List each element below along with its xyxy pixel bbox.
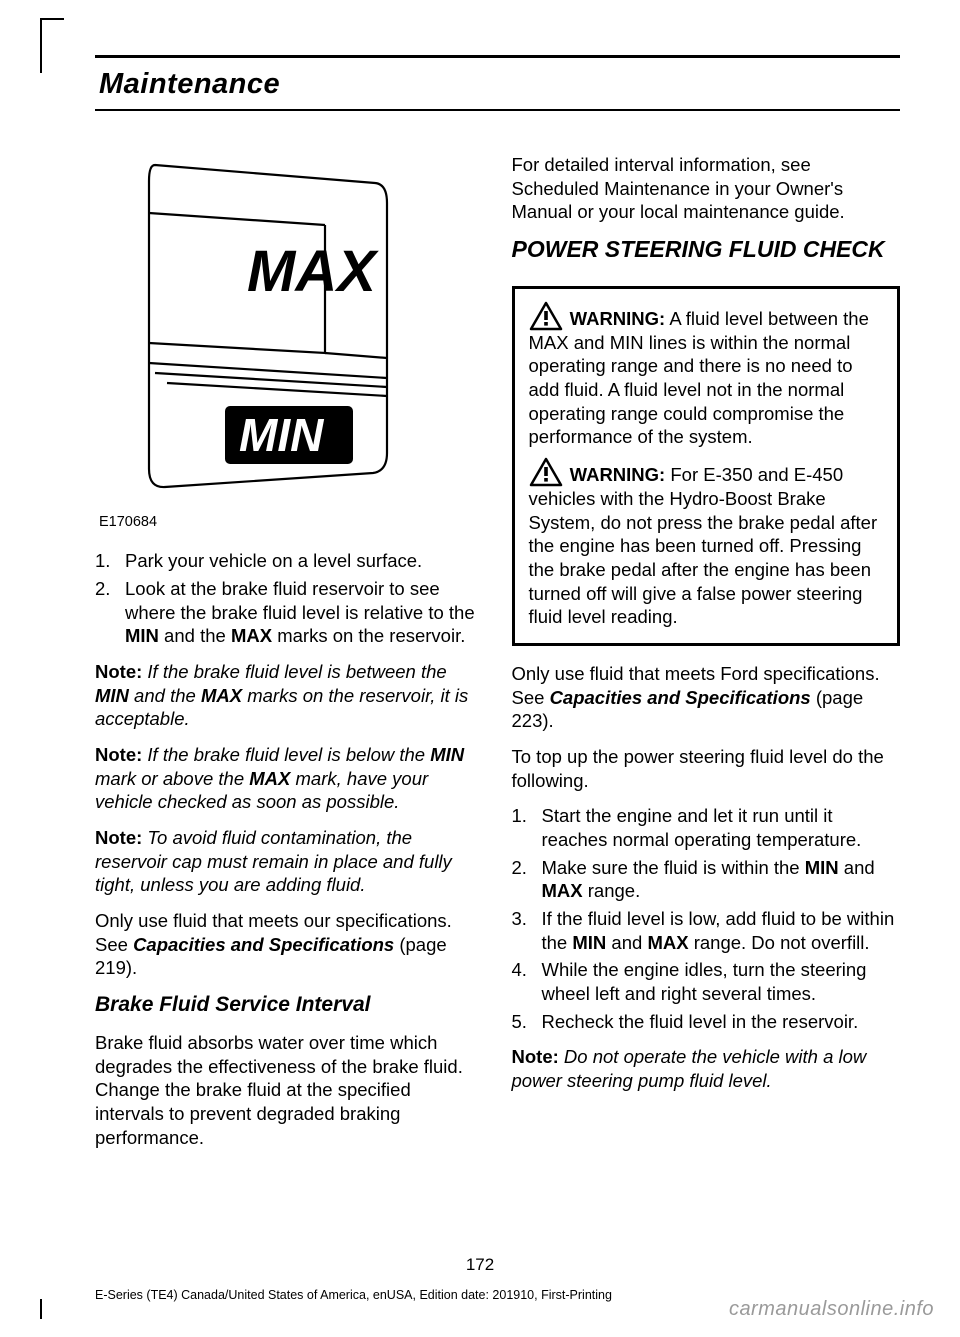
capacities-link[interactable]: Capacities and Specifications [550,687,811,708]
warning-box: WARNING: A fluid level between the MAX a… [512,286,901,646]
step-text: Look at the brake fluid reservoir to see… [125,577,484,648]
list-item: 2. Look at the brake fluid reservoir to … [95,577,484,648]
manual-page: Maintenance MAX MIN [0,0,960,1337]
note: Note: To avoid fluid contamination, the … [95,826,484,897]
subheading: Brake Fluid Service Interval [95,992,484,1019]
warning-icon [529,457,563,487]
step-number: 5. [512,1010,542,1034]
footer-text: E-Series (TE4) Canada/United States of A… [95,1288,612,1302]
figure-label: E170684 [99,513,484,532]
capacities-link[interactable]: Capacities and Specifications [133,934,394,955]
page-number: 172 [0,1255,960,1275]
power-steering-steps: 1. Start the engine and let it run until… [512,804,901,1033]
step-number: 1. [512,804,542,851]
list-item: 1. Start the engine and let it run until… [512,804,901,851]
crop-mark [40,1299,64,1319]
page-title: Maintenance [99,68,900,101]
step-number: 3. [512,907,542,954]
watermark: carmanualsonline.info [729,1298,934,1321]
step-number: 2. [95,577,125,648]
svg-text:MIN: MIN [239,409,324,461]
warning: WARNING: For E-350 and E-450 vehicles wi… [529,457,884,629]
header-rule [95,55,900,58]
warning-icon [529,301,563,331]
warning: WARNING: A fluid level between the MAX a… [529,301,884,449]
step-number: 4. [512,958,542,1005]
intro-paragraph: For detailed interval information, see S… [512,153,901,224]
spec-paragraph: Only use fluid that meets our specificat… [95,909,484,980]
step-text: While the engine idles, turn the steerin… [542,958,901,1005]
note: Note: If the brake fluid level is below … [95,743,484,814]
step-number: 2. [512,856,542,903]
step-text: Park your vehicle on a level surface. [125,549,422,573]
header-rule [95,109,900,111]
spec-paragraph: Only use fluid that meets Ford specifica… [512,662,901,733]
reservoir-figure: MAX MIN [95,153,415,503]
section-heading: POWER STEERING FLUID CHECK [512,236,901,264]
step-number: 1. [95,549,125,573]
brake-steps: 1. Park your vehicle on a level surface.… [95,549,484,648]
list-item: 2. Make sure the fluid is within the MIN… [512,856,901,903]
svg-text:MAX: MAX [247,239,379,304]
note: Note: If the brake fluid level is betwee… [95,660,484,731]
list-item: 4. While the engine idles, turn the stee… [512,958,901,1005]
step-text: If the fluid level is low, add fluid to … [542,907,901,954]
topup-intro: To top up the power steering fluid level… [512,745,901,792]
step-text: Start the engine and let it run until it… [542,804,901,851]
step-text: Make sure the fluid is within the MIN an… [542,856,901,903]
right-column: For detailed interval information, see S… [512,153,901,1161]
left-column: MAX MIN E170684 1. Park your vehicle on … [95,153,484,1161]
step-text: Recheck the fluid level in the reservoir… [542,1010,859,1034]
interval-paragraph: Brake fluid absorbs water over time whic… [95,1031,484,1149]
list-item: 3. If the fluid level is low, add fluid … [512,907,901,954]
crop-mark [40,18,64,73]
content-columns: MAX MIN E170684 1. Park your vehicle on … [95,153,900,1161]
note: Note: Do not operate the vehicle with a … [512,1045,901,1092]
list-item: 5. Recheck the fluid level in the reserv… [512,1010,901,1034]
list-item: 1. Park your vehicle on a level surface. [95,549,484,573]
